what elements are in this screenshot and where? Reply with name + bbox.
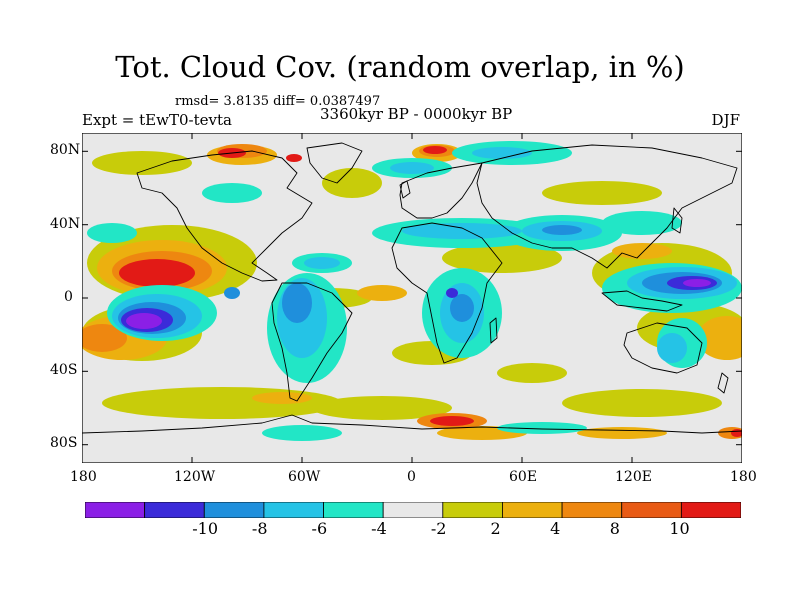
colorbar-swatch [502,502,563,518]
season-label: DJF [711,111,740,129]
colorbar-label: -8 [251,519,268,538]
lon-label: 120W [174,469,216,485]
lon-label: 180 [70,469,97,485]
colorbar-label: -10 [192,519,219,538]
new-zealand-outline [717,372,729,394]
colorbar-label: 8 [609,519,620,538]
japan-outline [671,207,683,234]
colorbar [85,502,741,518]
lon-label: 180 [730,469,757,485]
colorbar-swatch [382,502,444,518]
colorbar-label: -6 [311,519,328,538]
colorbar-swatch [680,502,741,518]
lon-label: 120E [615,469,652,485]
lat-label: 0 [64,289,73,305]
period-label: 3360kyr BP - 0000kyr BP [320,105,513,123]
colorbar-swatch [621,502,682,518]
colorbar-label: 4 [550,519,561,538]
lat-label: 80S [50,435,78,451]
asia-outline [476,144,738,269]
coastlines [82,142,742,434]
colorbar-swatch [85,502,146,518]
colorbar-swatch [263,502,324,518]
greenland-outline [306,142,363,184]
axis-ticks [82,133,742,463]
australia-outline [623,322,703,374]
positive-extreme-areas [119,146,742,437]
lon-label: 60W [288,469,321,485]
colorbar-label: -4 [371,519,387,538]
map-title: Tot. Cloud Cov. (random overlap, in %) [115,50,685,84]
madagascar-outline [489,317,498,344]
north-america-outline [136,150,313,282]
lat-label: 40S [50,362,78,378]
colorbar-swatch [203,502,265,518]
stats-text: rmsd= 3.8135 diff= 0.0387497 [175,94,381,109]
lat-label: 40N [50,216,81,232]
colorbar-label: 10 [669,519,690,538]
colorbar-label: 2 [490,519,501,538]
colorbar-label: -2 [430,519,447,538]
lon-label: 0 [407,469,416,485]
lon-label: 60E [509,469,538,485]
uk-outline [399,180,411,199]
lat-label: 80N [50,142,81,158]
europe-outline [399,162,483,219]
africa-outline [391,222,503,364]
colorbar-swatch [144,502,205,518]
colorbar-swatch [323,502,384,518]
indonesia-outline [601,290,683,312]
experiment-label: Expt = tEwT0-tevta [82,111,232,129]
anomaly-field [82,141,742,441]
south-america-outline [271,282,353,402]
colorbar-swatch [561,502,623,518]
negative-extreme-areas [126,279,711,329]
colorbar-swatch [442,502,503,518]
antarctica-coast [82,414,742,434]
anomaly-map [82,133,742,463]
